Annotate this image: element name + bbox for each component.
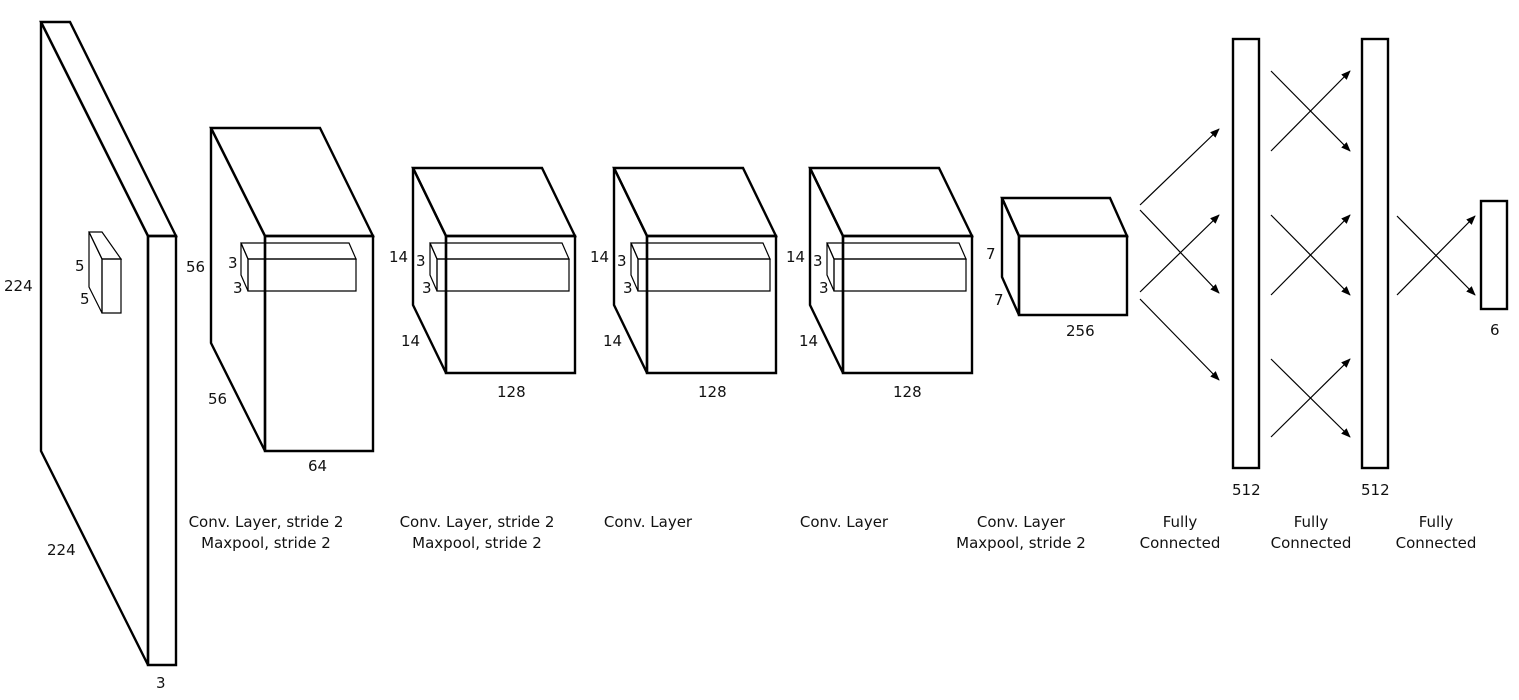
- fc2-layer: 512: [1360, 37, 1390, 499]
- conv2-kernel-w-label: 3: [422, 279, 432, 297]
- input-volume: 224 224 3 5 5: [4, 20, 178, 692]
- conv4-width-label: 14: [799, 332, 818, 350]
- fc2-caption-line1: Fully: [1294, 513, 1329, 531]
- conv1-volume: 56 56 64 3 3 Conv. Layer, stride 2 Maxpo…: [186, 126, 375, 552]
- conv2-height-label: 14: [389, 248, 408, 266]
- conv2-depth-label: 128: [497, 383, 526, 401]
- conv3-width-label: 14: [603, 332, 622, 350]
- input-kernel-w-label: 5: [80, 290, 90, 308]
- conv4-depth-label: 128: [893, 383, 922, 401]
- conv1-depth-label: 64: [308, 457, 327, 475]
- fc1-caption-line1: Fully: [1163, 513, 1198, 531]
- conv4-caption-line1: Conv. Layer: [800, 513, 889, 531]
- conv2-kernel-h-label: 3: [416, 252, 426, 270]
- fc1-size-label: 512: [1232, 481, 1261, 499]
- output-layer: 6: [1479, 199, 1509, 339]
- fc2-connections: Fully Connected: [1270, 70, 1352, 552]
- conv1-caption-line2: Maxpool, stride 2: [201, 534, 331, 552]
- input-depth-label: 3: [156, 674, 166, 692]
- conv1-caption-line1: Conv. Layer, stride 2: [189, 513, 344, 531]
- conv3-kernel: [630, 242, 771, 292]
- conv5-depth-label: 256: [1066, 322, 1095, 340]
- conv1-width-label: 56: [208, 390, 227, 408]
- input-width-label: 224: [47, 541, 76, 559]
- conv5-volume: 7 7 256 Conv. Layer Maxpool, stride 2: [956, 196, 1129, 552]
- conv3-volume: 14 14 128 3 3 Conv. Layer: [590, 166, 778, 531]
- output-size-label: 6: [1490, 321, 1500, 339]
- conv2-width-label: 14: [401, 332, 420, 350]
- conv5-height-label: 7: [986, 245, 996, 263]
- conv2-caption-line2: Maxpool, stride 2: [412, 534, 542, 552]
- fc2-caption-line2: Connected: [1271, 534, 1352, 552]
- output-connections: Fully Connected: [1396, 215, 1477, 552]
- conv3-depth-label: 128: [698, 383, 727, 401]
- conv3-caption-line1: Conv. Layer: [604, 513, 693, 531]
- output-caption-line2: Connected: [1396, 534, 1477, 552]
- fc1-caption-line2: Connected: [1140, 534, 1221, 552]
- conv1-kernel: [240, 242, 357, 292]
- conv2-kernel: [429, 242, 570, 292]
- conv5-caption-line2: Maxpool, stride 2: [956, 534, 1086, 552]
- conv2-volume: 14 14 128 3 3 Conv. Layer, stride 2 Maxp…: [389, 166, 577, 552]
- conv1-kernel-w-label: 3: [233, 279, 243, 297]
- conv4-kernel-h-label: 3: [813, 252, 823, 270]
- conv4-kernel: [826, 242, 967, 292]
- input-kernel-h-label: 5: [75, 257, 85, 275]
- conv3-kernel-h-label: 3: [617, 252, 627, 270]
- conv5-caption-line1: Conv. Layer: [977, 513, 1066, 531]
- input-height-label: 224: [4, 277, 33, 295]
- conv1-kernel-h-label: 3: [228, 254, 238, 272]
- conv5-width-label: 7: [994, 291, 1004, 309]
- input-kernel: [88, 231, 123, 314]
- conv3-kernel-w-label: 3: [623, 279, 633, 297]
- conv3-height-label: 14: [590, 248, 609, 266]
- conv4-volume: 14 14 128 3 3 Conv. Layer: [786, 166, 974, 531]
- output-caption-line1: Fully: [1419, 513, 1454, 531]
- fc1-connections: Fully Connected: [1139, 128, 1221, 552]
- conv4-kernel-w-label: 3: [819, 279, 829, 297]
- conv4-height-label: 14: [786, 248, 805, 266]
- fc1-layer: 512: [1231, 37, 1261, 499]
- conv2-caption-line1: Conv. Layer, stride 2: [400, 513, 555, 531]
- fc2-size-label: 512: [1361, 481, 1390, 499]
- conv1-height-label: 56: [186, 258, 205, 276]
